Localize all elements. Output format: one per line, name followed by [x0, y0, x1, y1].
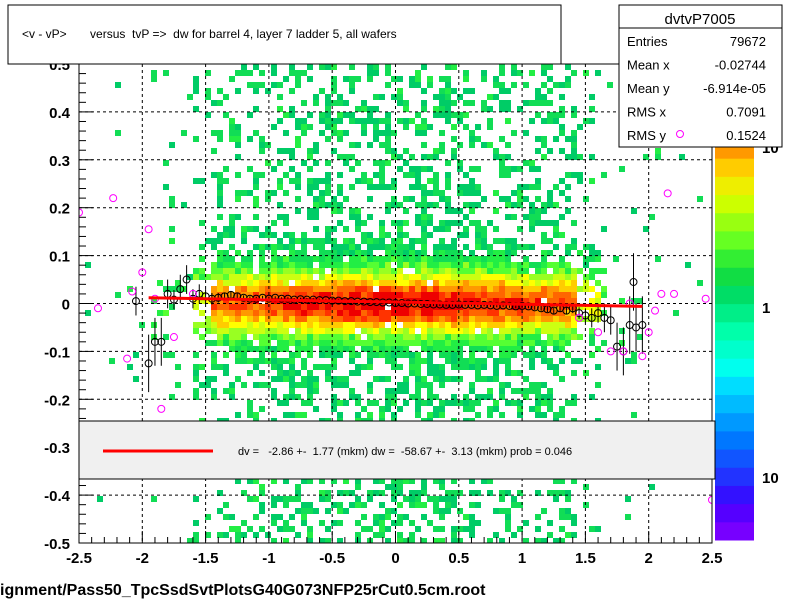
- stats-rows: Entries 79672 Mean x -0.02744 Mean y -6.914e-…: [627, 34, 766, 143]
- palette-label: 10: [762, 470, 779, 487]
- stats-value: 0.7091: [726, 105, 766, 120]
- x-tick-label: -2: [136, 550, 149, 567]
- stats-label: RMS x: [627, 105, 667, 120]
- stats-label: RMS y: [627, 128, 667, 143]
- outlier-point: [575, 313, 584, 322]
- outlier-point: [123, 354, 132, 363]
- y-tick-label: -0.1: [44, 344, 70, 361]
- x-tick-label: -2.5: [66, 550, 92, 567]
- y-tick-label: -0.3: [44, 440, 70, 457]
- x-tick-label: 1.5: [575, 550, 596, 567]
- outlier-point: [708, 495, 712, 504]
- palette-label: 1: [762, 300, 770, 317]
- outlier-point: [169, 333, 178, 342]
- y-tick-label: -0.5: [44, 536, 70, 553]
- outlier-point: [93, 304, 102, 313]
- x-tick-label: 2.5: [702, 550, 723, 567]
- outlier-point: [619, 347, 628, 356]
- title-frame: [7, 4, 562, 65]
- fit-legend-text: dv = -2.86 +- 1.77 (mkm) dw = -58.67 +- …: [238, 446, 572, 458]
- outlier-point: [594, 328, 603, 337]
- x-tick-label: -0.5: [319, 550, 345, 567]
- outlier-point: [644, 328, 653, 337]
- y-tick-label: -0.2: [44, 392, 70, 409]
- x-tick-label: 1: [518, 550, 526, 567]
- x-tick-label: -1.5: [193, 550, 219, 567]
- profile-point: [629, 253, 638, 311]
- footer-filename: ignment/Pass50_TpcSsdSvtPlotsG40G073NFP2…: [0, 582, 486, 599]
- outlier-point: [670, 289, 679, 298]
- y-tick-label: 0.2: [49, 201, 70, 218]
- outlier-point: [128, 287, 137, 296]
- stats-name: dvtvP7005: [665, 11, 736, 28]
- stats-value: -6.914e-05: [703, 81, 766, 96]
- stats-box: dvtvP7005 Entries 79672 Mean x -0.02744 Mean…: [618, 4, 783, 148]
- profile-point: [587, 308, 596, 328]
- stats-value: -0.02744: [715, 58, 766, 73]
- stats-value: 0.1524: [726, 128, 766, 143]
- profile-point: [613, 322, 622, 371]
- stats-value: 79672: [730, 34, 766, 49]
- title-box: <v - vP> versus tvP => dw for barrel 4, …: [7, 4, 562, 65]
- outlier-point: [701, 294, 710, 303]
- stats-marker-icon: [676, 130, 684, 138]
- y-tick-label: 0.3: [49, 153, 70, 170]
- y-tick-label: 0.1: [49, 249, 70, 266]
- chart-title: <v - vP> versus tvP => dw for barrel 4, …: [22, 27, 397, 41]
- profile-point: [606, 305, 615, 335]
- outlier-point: [144, 225, 153, 234]
- outlier-point: [657, 289, 666, 298]
- fit-legend: dv = -2.86 +- 1.77 (mkm) dw = -58.67 +- …: [78, 420, 716, 480]
- profile-point: [150, 317, 159, 366]
- stats-label: Mean y: [627, 81, 670, 96]
- outlier-point: [663, 189, 672, 198]
- y-tick-label: 0.4: [49, 105, 71, 122]
- x-tick-label: 2: [645, 550, 653, 567]
- outlier-markers: [79, 189, 712, 504]
- outlier-point: [157, 404, 166, 413]
- stats-frame: [618, 4, 783, 148]
- x-tick-label: 0: [391, 550, 399, 567]
- y-axis: -0.5-0.4-0.3-0.2-0.100.10.20.30.40.5: [44, 57, 93, 553]
- x-tick-label: 0.5: [448, 550, 469, 567]
- stats-label: Mean x: [627, 58, 670, 73]
- outlier-point: [79, 208, 83, 217]
- profile-point: [144, 334, 153, 393]
- x-axis: -2.5 -2 -1.5 -1 -0.5 0 0.5 1 1.5 2 2.5: [66, 531, 722, 567]
- outlier-point: [651, 306, 660, 315]
- x-tick-label: -1: [262, 550, 275, 567]
- outlier-point: [138, 268, 147, 277]
- outlier-point: [109, 194, 118, 203]
- y-tick-label: 0: [62, 297, 70, 314]
- fit-legend-box: [78, 420, 716, 480]
- fit-line: [148, 296, 643, 308]
- y-tick-label: -0.4: [44, 488, 71, 505]
- profile-point: [182, 265, 191, 294]
- outlier-point: [638, 352, 647, 361]
- profile-point: [157, 317, 166, 366]
- outlier-point: [606, 347, 615, 356]
- stats-label: Entries: [627, 34, 668, 49]
